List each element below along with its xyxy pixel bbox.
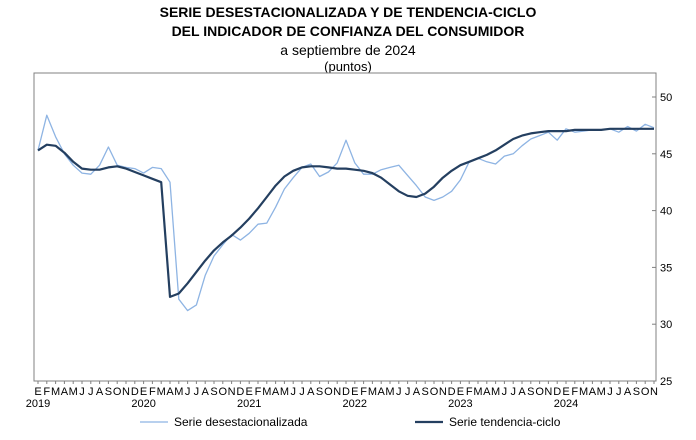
x-tick-label: J [502,386,508,398]
series-tendencia-ciclo-line [37,127,654,298]
x-tick-label: F [149,386,156,398]
title-subtitle-date: a septiembre de 2024 [280,42,416,58]
x-tick-label: E [351,386,358,398]
x-tick-label: M [579,386,588,398]
x-tick-label: D [342,386,350,398]
x-tick-label: F [571,386,578,398]
x-tick-label: M [368,386,377,398]
x-tick-label: J [79,386,85,398]
x-tick-label: N [122,386,130,398]
x-tick-label: A [166,386,174,398]
x-tick-label: E [246,386,253,398]
x-tick-label: F [255,386,262,398]
x-tick-label: M [69,386,78,398]
x-tick-label: M [385,386,394,398]
x-tick-label: D [448,386,456,398]
x-tick-label: E [562,386,569,398]
x-tick-label: A [483,386,491,398]
series-desestacionalizada-line [37,114,655,312]
x-tick-label: S [422,386,429,398]
y-tick-label: 30 [660,319,672,331]
x-tick-label: O [113,386,122,398]
y-tick-label: 25 [660,376,672,388]
x-tick-label: M [262,386,271,398]
x-tick-label: N [333,386,341,398]
x-tick-label: O [324,386,333,398]
x-tick-label: A [378,386,386,398]
x-tick-label: A [61,386,69,398]
x-tick-label: A [589,386,597,398]
y-tick-label: 40 [660,206,672,218]
x-tick-label: J [185,386,191,398]
x-tick-label: A [307,386,315,398]
x-tick-label: M [597,386,606,398]
x-tick-label: A [202,386,210,398]
x-tick-label: M [157,386,166,398]
x-tick-label: N [650,386,658,398]
x-tick-label: J [616,386,622,398]
x-tick-label: J [510,386,516,398]
x-tick-label: J [194,386,200,398]
x-tick-label: M [174,386,183,398]
x-tick-label: N [228,386,236,398]
x-tick-label: J [405,386,411,398]
x-tick-label: J [299,386,305,398]
x-tick-label: M [473,386,482,398]
x-year-label: 2019 [26,398,50,410]
x-tick-label: A [96,386,104,398]
x-tick-label: A [413,386,421,398]
x-tick-label: F [360,386,367,398]
x-tick-label: O [430,386,439,398]
x-tick-label: S [316,386,323,398]
title-line-2: DEL INDICADOR DE CONFIANZA DEL CONSUMIDO… [171,23,525,39]
x-tick-label: N [439,386,447,398]
x-tick-label: S [527,386,534,398]
x-tick-label: J [396,386,402,398]
x-tick-label: M [280,386,289,398]
x-tick-label: E [34,386,41,398]
x-tick-label: M [51,386,60,398]
x-tick-label: E [457,386,464,398]
x-tick-label: D [236,386,244,398]
x-tick-label: F [466,386,473,398]
x-year-label: 2020 [131,398,155,410]
legend-label: Serie tendencia-ciclo [449,415,561,429]
x-year-label: 2021 [237,398,261,410]
x-tick-label: O [219,386,228,398]
x-tick-label: D [553,386,561,398]
title-units: (puntos) [324,59,372,74]
x-tick-label: A [624,386,632,398]
chart-title: SERIE DESESTACIONALIZADA Y DE TENDENCIA-… [0,3,696,74]
plot-frame [33,72,657,382]
x-tick-label: A [518,386,526,398]
x-tick-label: A [272,386,280,398]
x-year-label: 2023 [448,398,472,410]
x-tick-label: J [607,386,613,398]
x-tick-label: S [105,386,112,398]
x-tick-label: N [544,386,552,398]
x-year-label: 2022 [343,398,367,410]
x-tick-label: J [88,386,94,398]
x-tick-label: D [131,386,139,398]
x-tick-label: O [535,386,544,398]
x-tick-label: J [290,386,296,398]
legend-label: Serie desestacionalizada [174,415,308,429]
x-tick-label: O [641,386,650,398]
x-tick-label: M [491,386,500,398]
x-tick-label: S [210,386,217,398]
x-tick-label: E [140,386,147,398]
y-tick-label: 45 [660,149,672,161]
x-year-label: 2024 [554,398,578,410]
y-tick-label: 50 [660,92,672,104]
title-line-1: SERIE DESESTACIONALIZADA Y DE TENDENCIA-… [159,4,537,20]
x-tick-label: F [43,386,50,398]
y-tick-label: 35 [660,262,672,274]
x-tick-label: S [633,386,640,398]
